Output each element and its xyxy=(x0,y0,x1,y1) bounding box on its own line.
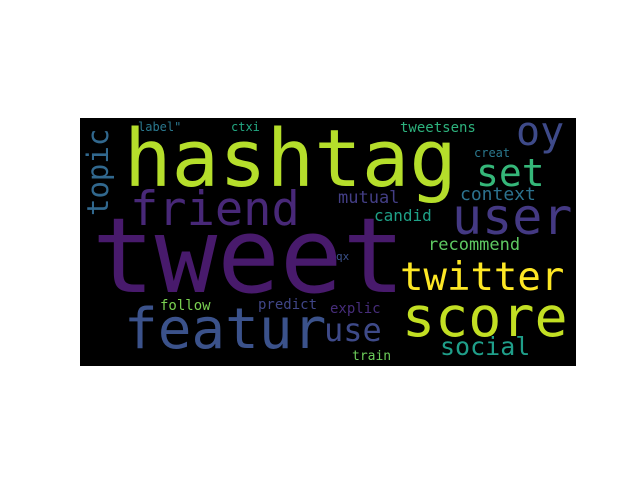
word-score: score xyxy=(402,285,568,349)
word-set: set xyxy=(476,151,545,195)
word-creat: creat xyxy=(474,146,511,160)
word-friend: friend xyxy=(130,182,300,237)
word-tweet: tweet xyxy=(92,195,406,317)
word-candid: candid xyxy=(374,206,432,225)
word-oy: oy xyxy=(516,118,565,155)
word-ctxi: ctxi xyxy=(231,120,260,134)
word-user: user xyxy=(452,188,573,246)
word-explic: explic xyxy=(330,301,381,317)
word-featur: featur xyxy=(124,297,327,362)
word-social: social xyxy=(440,332,531,361)
word-qx: qx xyxy=(336,250,350,263)
word-use: use xyxy=(324,311,382,349)
word-cloud: tweet hashtag featur score friend user t… xyxy=(80,118,576,366)
word-train: train xyxy=(352,349,392,364)
word-label: label" xyxy=(138,120,182,134)
word-predict: predict xyxy=(258,297,318,313)
word-twitter: twitter xyxy=(400,255,565,300)
word-follow: follow xyxy=(160,298,211,314)
word-mutual: mutual xyxy=(338,188,400,208)
word-hashtag: hashtag xyxy=(124,118,457,205)
word-recommend: recommend xyxy=(428,235,521,255)
word-topic: topic xyxy=(81,128,115,216)
word-context: context xyxy=(460,184,536,205)
word-tweetsens: tweetsens xyxy=(400,120,476,136)
